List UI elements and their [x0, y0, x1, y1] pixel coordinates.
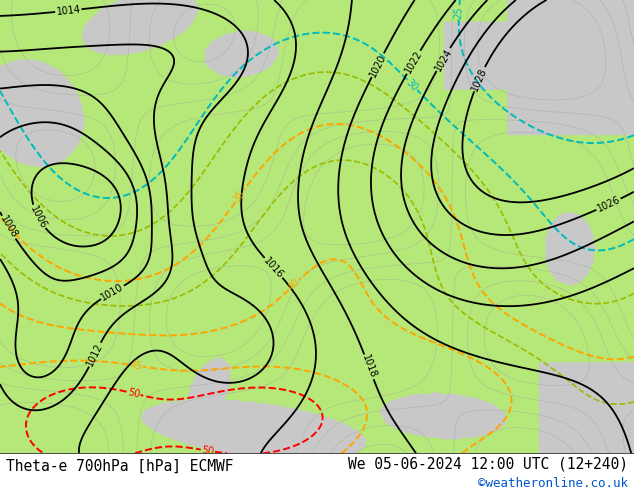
Text: 1028: 1028	[470, 66, 489, 93]
Text: 35: 35	[232, 188, 247, 204]
Text: 1016: 1016	[262, 255, 285, 280]
Text: 30: 30	[404, 77, 420, 93]
Text: 40: 40	[286, 277, 302, 293]
Text: 50: 50	[126, 387, 141, 400]
Text: 1020: 1020	[368, 52, 388, 78]
Text: We 05-06-2024 12:00 UTC (12+240): We 05-06-2024 12:00 UTC (12+240)	[347, 456, 628, 471]
Text: 50: 50	[201, 445, 215, 457]
Text: 1006: 1006	[28, 204, 48, 230]
Text: 1014: 1014	[56, 4, 81, 17]
Text: 1018: 1018	[360, 354, 378, 380]
Text: 1022: 1022	[403, 49, 424, 75]
Text: 45: 45	[129, 360, 143, 371]
Text: Theta-e 700hPa [hPa] ECMWF: Theta-e 700hPa [hPa] ECMWF	[6, 459, 234, 474]
Text: 1008: 1008	[0, 214, 19, 241]
Text: 1010: 1010	[100, 282, 126, 303]
Text: 1012: 1012	[85, 342, 105, 368]
Text: 1026: 1026	[595, 195, 622, 214]
Text: ©weatheronline.co.uk: ©weatheronline.co.uk	[477, 477, 628, 490]
Text: 25: 25	[454, 5, 464, 19]
Text: 1024: 1024	[432, 46, 454, 73]
